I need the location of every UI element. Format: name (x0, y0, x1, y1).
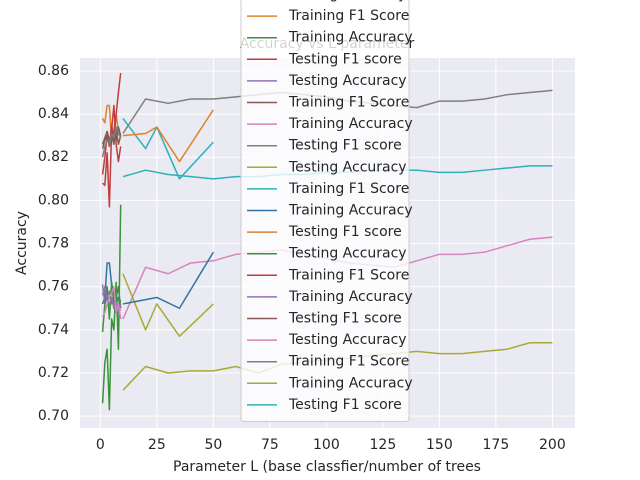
legend-label: Training Accuracy (288, 116, 413, 132)
x-tick-label: 75 (261, 437, 279, 453)
legend-label: Testing F1 score (288, 311, 402, 327)
series-line (122, 273, 214, 338)
y-tick-label: 0.82 (38, 149, 69, 165)
y-tick-label: 0.78 (38, 236, 69, 252)
series-line (101, 285, 122, 320)
legend-label: Training F1 Score (288, 95, 409, 111)
series-line (101, 204, 122, 411)
legend-label: Testing F1 score (288, 224, 402, 240)
y-tick-label: 0.86 (38, 63, 69, 79)
legend-label: Training Accuracy (288, 203, 413, 219)
legend-label: Training F1 Score (288, 354, 409, 370)
x-tick-label: 150 (426, 437, 453, 453)
x-tick-label: 50 (204, 437, 222, 453)
y-tick-label: 0.72 (38, 365, 69, 381)
y-tick-label: 0.76 (38, 279, 69, 295)
legend-label: Testing F1 score (288, 397, 402, 413)
y-tick-label: 0.70 (38, 408, 69, 424)
x-tick-label: 125 (370, 437, 397, 453)
series-line (101, 73, 122, 175)
legend-label: Testing Accuracy (288, 246, 407, 262)
x-tick-label: 25 (148, 437, 166, 453)
series-line (101, 281, 122, 333)
series-line (101, 126, 122, 158)
legend-label: Training F1 Score (288, 8, 409, 24)
legend-label: Testing F1 score (288, 51, 402, 67)
series-line (122, 251, 215, 310)
x-tick-label: 100 (313, 437, 340, 453)
legend-label: Testing Accuracy (288, 159, 407, 175)
x-tick-label: 200 (539, 437, 566, 453)
legend-box (240, 0, 410, 422)
x-tick-label: 0 (96, 437, 105, 453)
legend-label: Training F1 Score (288, 267, 409, 283)
series-line (122, 109, 214, 163)
legend-label: Testing Accuracy (288, 73, 407, 89)
legend-label: Training Accuracy (288, 375, 413, 391)
y-tick-label: 0.74 (38, 322, 69, 338)
x-tick-label: 175 (483, 437, 510, 453)
y-tick-label: 0.84 (38, 106, 69, 122)
y-axis-label: Accuracy (14, 211, 30, 275)
legend-label: Training Accuracy (288, 289, 413, 305)
legend-label: Training F1 Score (288, 181, 409, 197)
y-tick-label: 0.80 (38, 192, 69, 208)
legend-label: Testing F1 score (288, 138, 402, 154)
legend-label: Testing Accuracy (288, 0, 407, 3)
legend-label: Training Accuracy (288, 30, 413, 46)
x-axis-label: Parameter L (base classfier/number of tr… (173, 459, 481, 475)
legend-label: Testing Accuracy (288, 332, 407, 348)
